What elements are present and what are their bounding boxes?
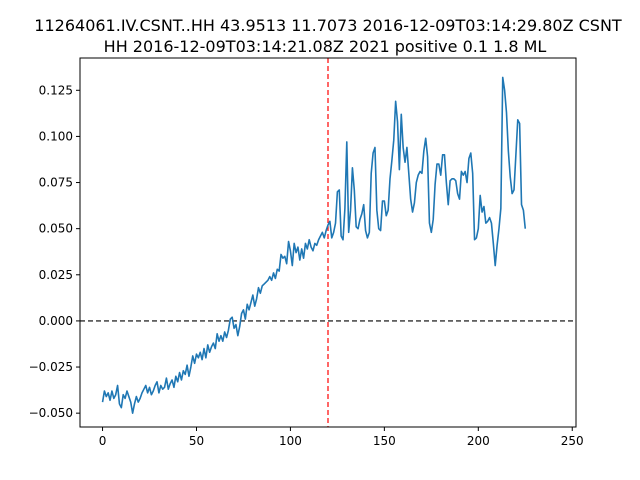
x-tick-label: 150	[373, 434, 396, 448]
x-tick-label: 250	[561, 434, 584, 448]
y-tick-label: 0.075	[39, 176, 73, 190]
y-axis: −0.050 −0.025 0.000 0.025 0.050 0.075 0.100 0.1…	[29, 83, 80, 420]
plot-area	[80, 58, 576, 427]
chart-title-line-2: HH 2016-12-09T03:14:21.08Z 2021 positive…	[104, 37, 547, 56]
y-tick-label: −0.050	[29, 406, 73, 420]
x-tick-label: 200	[467, 434, 490, 448]
x-axis: 0 50 100 150 200 250	[99, 427, 584, 448]
y-tick-label: 0.125	[39, 83, 73, 97]
x-tick-label: 100	[279, 434, 302, 448]
y-tick-label: 0.050	[39, 222, 73, 236]
y-tick-label: −0.025	[29, 360, 73, 374]
y-tick-label: 0.100	[39, 129, 73, 143]
x-tick-label: 0	[99, 434, 107, 448]
chart-title-line-1: 11264061.IV.CSNT..HH 43.9513 11.7073 201…	[34, 16, 622, 35]
y-tick-label: 0.025	[39, 268, 73, 282]
waveform-series-line	[101, 76, 527, 414]
y-tick-label: 0.000	[39, 314, 73, 328]
x-tick-label: 50	[189, 434, 204, 448]
axes-frame	[79, 57, 577, 428]
